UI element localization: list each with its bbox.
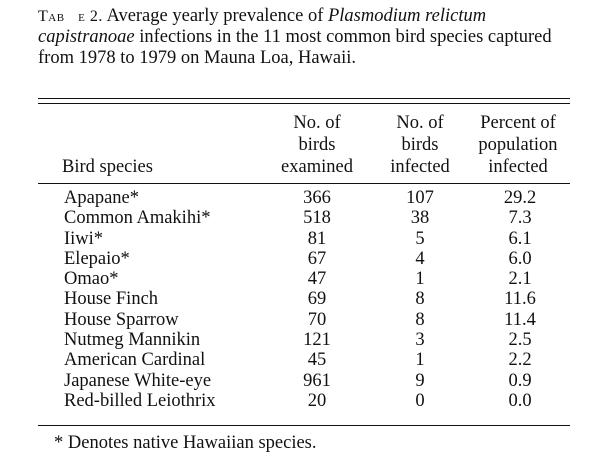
cell-species: Red-billed Leiothrix bbox=[64, 390, 216, 411]
cell-examined: 67 bbox=[307, 248, 327, 269]
cell-percent: 2.5 bbox=[508, 330, 532, 351]
table-row: Nutmeg Mannikin 121 3 2.5 bbox=[0, 330, 589, 350]
caption-species-name: Plasmodium relictum capistranoae bbox=[38, 6, 487, 47]
cell-infected: 3 bbox=[415, 330, 425, 351]
cell-percent: 7.3 bbox=[508, 208, 532, 229]
header-percent-line: infected bbox=[488, 157, 548, 177]
cell-examined: 81 bbox=[307, 228, 327, 249]
cell-percent: 11.4 bbox=[504, 309, 536, 330]
cell-species: House Finch bbox=[64, 289, 159, 310]
cell-examined: 961 bbox=[303, 370, 331, 391]
caption-text-a: Average yearly prevalence of bbox=[106, 6, 328, 26]
cell-infected: 1 bbox=[415, 350, 425, 371]
cell-examined: 366 bbox=[303, 188, 331, 208]
header-rule bbox=[38, 183, 570, 184]
table-row: Apapane* 366 107 29.2 bbox=[0, 188, 589, 208]
cell-species: Omao* bbox=[64, 269, 119, 290]
header-infected-line: birds bbox=[401, 135, 439, 155]
table-row: House Finch 69 8 11.6 bbox=[0, 289, 589, 309]
table-row: Elepaio* 67 4 6.0 bbox=[0, 249, 589, 269]
cell-species: Apapane* bbox=[64, 188, 139, 208]
header-percent: Percent of population infected bbox=[464, 112, 572, 178]
table-footnote: * Denotes native Hawaiian species. bbox=[54, 433, 317, 453]
cell-species: American Cardinal bbox=[64, 350, 206, 371]
table-label: Tabɪ e 2. bbox=[38, 8, 103, 25]
cell-percent: 0.9 bbox=[508, 370, 532, 391]
table-row: Iiwi* 81 5 6.1 bbox=[0, 229, 589, 249]
cell-infected: 4 bbox=[415, 248, 425, 269]
cell-examined: 70 bbox=[307, 309, 327, 330]
table-row: Red-billed Leiothrix 20 0 0.0 bbox=[0, 391, 589, 411]
cell-species: Japanese White-eye bbox=[64, 370, 212, 391]
cell-examined: 518 bbox=[303, 208, 331, 229]
cell-examined: 47 bbox=[307, 269, 327, 290]
header-percent-line: Percent of bbox=[480, 113, 556, 133]
header-infected: No. of birds infected bbox=[380, 112, 460, 178]
table-row: Japanese White-eye 961 9 0.9 bbox=[0, 371, 589, 391]
top-rule-outer bbox=[38, 98, 570, 99]
header-examined-line: No. of bbox=[293, 113, 341, 133]
cell-examined: 69 bbox=[307, 289, 327, 310]
cell-percent: 6.1 bbox=[508, 228, 532, 249]
header-species: Bird species bbox=[62, 156, 153, 178]
cell-infected: 0 bbox=[415, 390, 425, 411]
cell-percent: 2.1 bbox=[508, 269, 532, 290]
cell-infected: 5 bbox=[415, 228, 425, 249]
header-species-label: Bird species bbox=[62, 157, 153, 177]
cell-percent: 6.0 bbox=[508, 248, 532, 269]
header-percent-line: population bbox=[478, 135, 558, 155]
table-row: House Sparrow 70 8 11.4 bbox=[0, 310, 589, 330]
cell-examined: 121 bbox=[303, 330, 331, 351]
table-body: Apapane* 366 107 29.2 Common Amakihi* 51… bbox=[0, 188, 589, 411]
cell-infected: 8 bbox=[415, 289, 425, 310]
header-infected-line: infected bbox=[390, 157, 450, 177]
cell-examined: 45 bbox=[307, 350, 327, 371]
cell-species: House Sparrow bbox=[64, 309, 179, 330]
header-infected-line: No. of bbox=[396, 113, 444, 133]
header-examined: No. of birds examined bbox=[262, 112, 372, 178]
cell-infected: 107 bbox=[406, 188, 434, 208]
header-examined-line: birds bbox=[298, 135, 336, 155]
cell-infected: 8 bbox=[415, 309, 425, 330]
cell-species: Common Amakihi* bbox=[64, 208, 211, 229]
caption-text-b: infections in the 11 most common bird sp… bbox=[38, 27, 552, 68]
cell-species: Nutmeg Mannikin bbox=[64, 330, 201, 351]
bottom-rule bbox=[38, 425, 570, 426]
cell-percent: 2.2 bbox=[508, 350, 532, 371]
cell-species: Iiwi* bbox=[64, 228, 104, 249]
cell-infected: 9 bbox=[415, 370, 425, 391]
table-row: Common Amakihi* 518 38 7.3 bbox=[0, 208, 589, 228]
cell-percent: 11.6 bbox=[504, 289, 536, 310]
cell-examined: 20 bbox=[307, 390, 327, 411]
table-row: American Cardinal 45 1 2.2 bbox=[0, 350, 589, 370]
cell-percent: 0.0 bbox=[508, 390, 532, 411]
table-caption: Tabɪ e 2. Average yearly prevalence of P… bbox=[38, 6, 583, 69]
cell-infected: 1 bbox=[415, 269, 425, 290]
cell-percent: 29.2 bbox=[503, 188, 537, 208]
header-examined-line: examined bbox=[281, 157, 353, 177]
table-row: Omao* 47 1 2.1 bbox=[0, 269, 589, 289]
cell-species: Elepaio* bbox=[64, 248, 130, 269]
cell-infected: 38 bbox=[410, 208, 430, 229]
top-rule-inner bbox=[38, 103, 570, 104]
